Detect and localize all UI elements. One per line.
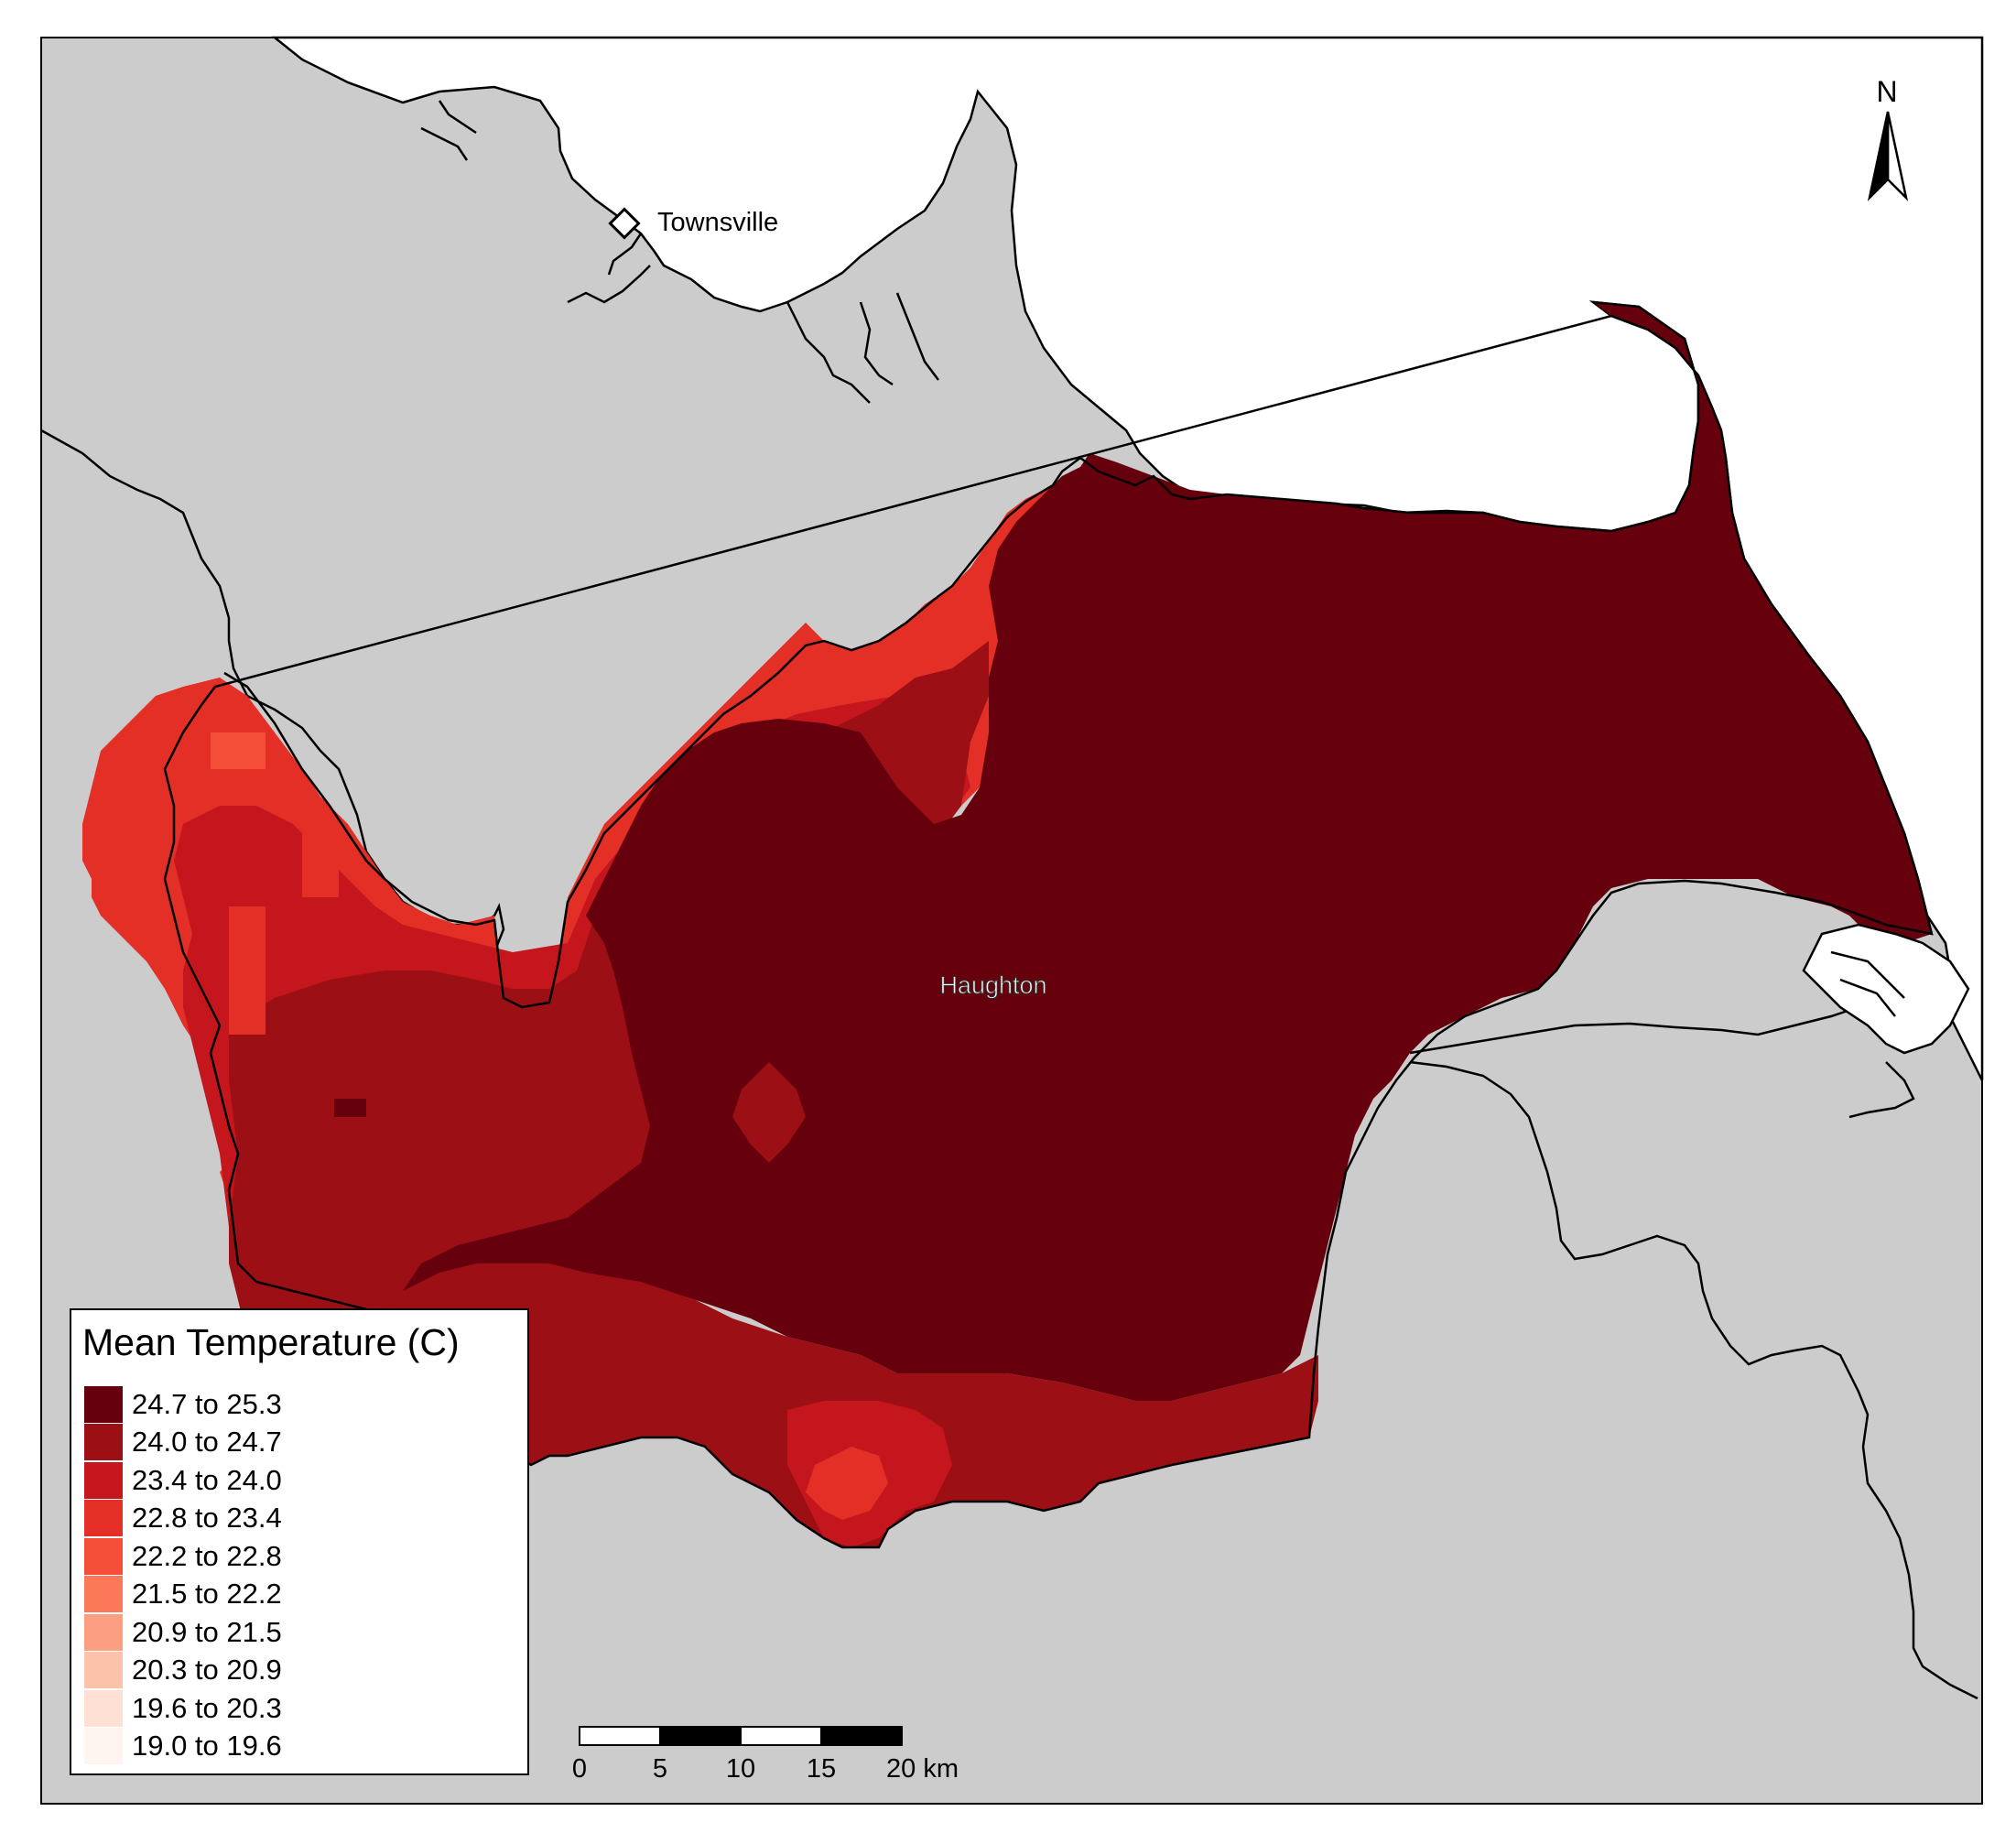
legend-swatch xyxy=(84,1689,123,1727)
legend-swatch xyxy=(84,1500,123,1537)
legend-item: 19.0 to 19.6 xyxy=(84,1728,282,1766)
legend-label: 19.6 to 20.3 xyxy=(132,1691,282,1724)
zone-west-strip-b xyxy=(302,815,339,897)
legend-label: 21.5 to 22.2 xyxy=(132,1578,282,1611)
scale-segment-1 xyxy=(579,1726,661,1746)
zone-west-strip xyxy=(229,906,266,1035)
legend: Mean Temperature (C) 24.7 to 25.3 24.0 to… xyxy=(70,1308,529,1775)
scale-tick-20: 20 km xyxy=(886,1754,959,1784)
scale-segment-4 xyxy=(820,1726,903,1746)
legend-swatch xyxy=(84,1537,123,1575)
legend-item: 20.9 to 21.5 xyxy=(84,1613,282,1652)
north-arrow-dark-half xyxy=(1867,111,1890,201)
legend-item: 24.0 to 24.7 xyxy=(84,1424,282,1462)
legend-swatch xyxy=(84,1576,123,1613)
legend-label: 23.4 to 24.0 xyxy=(132,1463,282,1496)
legend-label: 24.0 to 24.7 xyxy=(132,1426,282,1459)
creek-lines xyxy=(420,100,939,404)
legend-label: 20.9 to 21.5 xyxy=(132,1615,282,1648)
zone-dark-dot xyxy=(334,1099,366,1117)
legend-items: 24.7 to 25.3 24.0 to 24.7 23.4 to 24.0 22.8… xyxy=(84,1385,282,1765)
scale-segment-3 xyxy=(740,1726,822,1746)
legend-item: 22.2 to 22.8 xyxy=(84,1537,282,1576)
north-arrow: N xyxy=(1867,75,1909,201)
north-label: N xyxy=(1876,75,1897,108)
map-frame xyxy=(40,37,1983,1805)
legend-swatch xyxy=(84,1728,123,1765)
legend-item: 24.7 to 25.3 xyxy=(84,1385,282,1424)
scale-tick-0: 0 xyxy=(572,1754,587,1784)
scale-tick-10: 10 xyxy=(726,1754,755,1784)
legend-item: 21.5 to 22.2 xyxy=(84,1576,282,1614)
scale-segment-2 xyxy=(659,1726,742,1746)
zone-diamond xyxy=(732,1062,806,1163)
legend-label: 22.2 to 22.8 xyxy=(132,1539,282,1572)
scale-tick-5: 5 xyxy=(653,1754,667,1784)
temperature-raster xyxy=(82,302,1932,1547)
legend-swatch xyxy=(84,1424,123,1461)
legend-item: 19.6 to 20.3 xyxy=(84,1689,282,1728)
catchment-boundary xyxy=(163,300,1934,1549)
legend-label: 22.8 to 23.4 xyxy=(132,1502,282,1535)
scale-tick-15: 15 xyxy=(807,1754,836,1784)
legend-item: 23.4 to 24.0 xyxy=(84,1461,282,1500)
legend-item: 20.3 to 20.9 xyxy=(84,1652,282,1690)
zone-south-hot xyxy=(806,1447,888,1520)
region-label: Haughton xyxy=(939,971,1046,999)
legend-item: 22.8 to 23.4 xyxy=(84,1500,282,1538)
scale-bar: 0 5 10 15 20 km xyxy=(572,1726,959,1784)
river-southeast xyxy=(1409,1060,1978,1700)
legend-label: 19.0 to 19.6 xyxy=(132,1730,282,1762)
zone-22-2-patch xyxy=(211,732,266,769)
city-label: Townsville xyxy=(657,208,778,237)
legend-label: 20.3 to 20.9 xyxy=(132,1654,282,1687)
estuary-channel xyxy=(1830,950,1915,1119)
legend-swatch xyxy=(84,1613,123,1651)
legend-swatch xyxy=(84,1385,123,1423)
legend-label: 24.7 to 25.3 xyxy=(132,1387,282,1420)
legend-swatch xyxy=(84,1461,123,1499)
river-west xyxy=(40,428,550,1004)
legend-title: Mean Temperature (C) xyxy=(82,1321,460,1363)
legend-swatch xyxy=(84,1652,123,1689)
city-marker xyxy=(608,207,641,240)
